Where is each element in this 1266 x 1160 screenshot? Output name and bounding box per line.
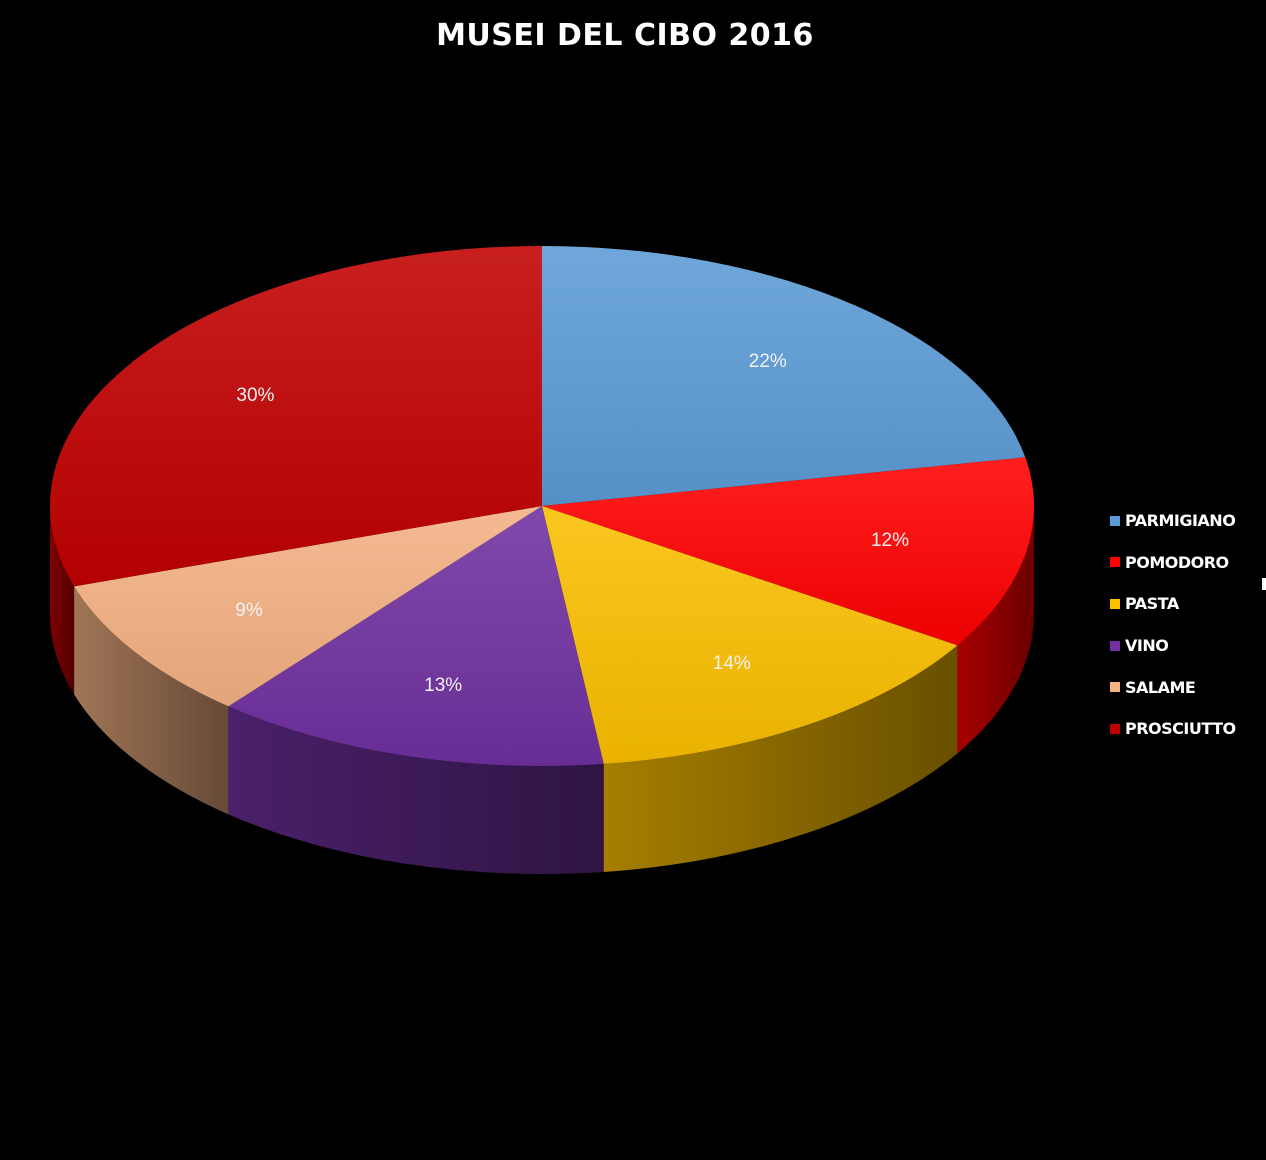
data-label-pomodoro: 12% [871, 530, 909, 551]
legend: PARMIGIANO POMODORO PASTA VINO SALAME PROSCIU… [1110, 500, 1260, 750]
legend-swatch [1110, 598, 1120, 609]
pie-slice-pomodoro [542, 457, 1034, 646]
pie-slice-prosciutto [49, 246, 542, 587]
pie-side-walls [50, 506, 1034, 874]
legend-label: PARMIGIANO [1125, 511, 1236, 531]
legend-label: SALAME [1125, 677, 1196, 697]
legend-item-vino: VINO [1110, 625, 1260, 667]
legend-item-salame: SALAME [1110, 666, 1260, 708]
data-label-salame: 9% [235, 600, 263, 621]
legend-label: PASTA [1125, 594, 1179, 614]
pie-slice-pasta [542, 506, 958, 764]
pie-slice-vino [228, 506, 604, 766]
pie-slice-parmigiano [542, 246, 1026, 506]
legend-label: VINO [1125, 636, 1169, 656]
chart-title: MUSEI DEL CIBO 2016 [436, 18, 814, 53]
legend-item-pomodoro: POMODORO [1110, 542, 1260, 584]
data-label-vino: 13% [424, 675, 462, 696]
legend-swatch [1110, 557, 1120, 568]
legend-item-prosciutto: PROSCIUTTO [1110, 708, 1260, 750]
pie-side-pomodoro [957, 506, 1034, 754]
data-label-pasta: 14% [713, 653, 751, 674]
legend-item-parmigiano: PARMIGIANO [1110, 500, 1260, 542]
pie-top-faces [49, 246, 1034, 766]
legend-item-pasta: PASTA [1110, 583, 1260, 625]
pie-side-vino [228, 706, 604, 874]
edge-mark [1262, 578, 1266, 590]
pie-side-salame [74, 586, 229, 815]
pie-side-prosciutto [50, 506, 75, 695]
data-label-parmigiano: 22% [749, 351, 787, 372]
pie-slice-salame [74, 506, 542, 707]
legend-swatch [1110, 723, 1120, 734]
pie-side-pasta [603, 645, 958, 872]
legend-swatch [1110, 640, 1120, 651]
legend-swatch [1110, 682, 1120, 693]
legend-swatch [1110, 515, 1120, 526]
legend-label: PROSCIUTTO [1125, 719, 1236, 739]
data-label-prosciutto: 30% [236, 385, 274, 406]
legend-label: POMODORO [1125, 552, 1229, 572]
pie-data-labels: 22% 12% 14% 13% 9% 30% [235, 351, 909, 696]
